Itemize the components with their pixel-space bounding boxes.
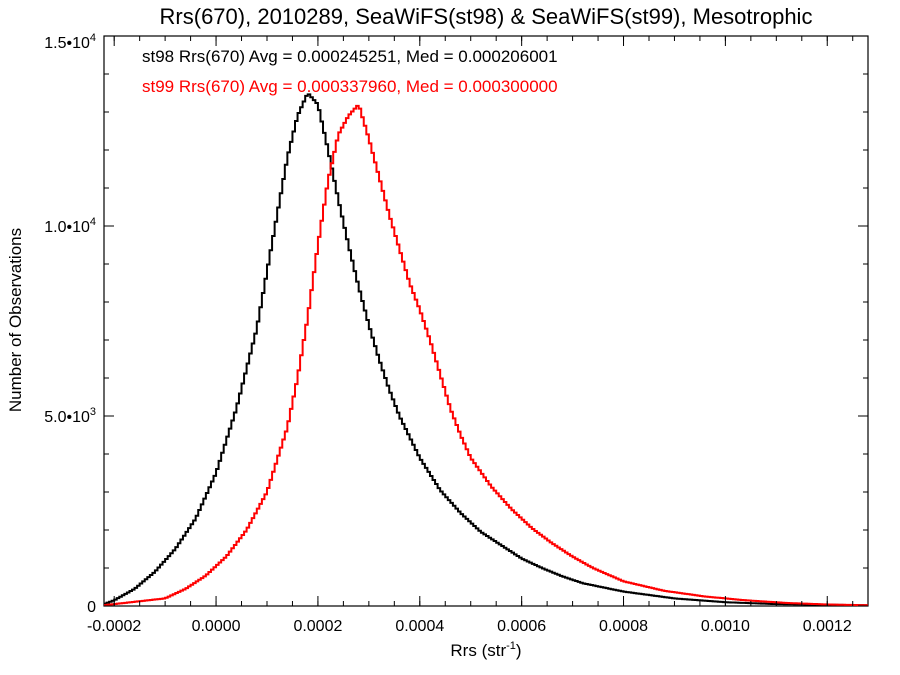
x-tick-label-7: 0.0012: [803, 618, 852, 635]
plot-frame: [103, 35, 869, 607]
y-tick-label-exponent-1: 3: [90, 406, 96, 418]
x-tick-label-4: 0.0006: [497, 618, 546, 635]
x-tick-label-2: 0.0002: [293, 618, 342, 635]
x-tick-label-5: 0.0008: [599, 618, 648, 635]
legend-entry-st99: st99 Rrs(670) Avg = 0.000337960, Med = 0…: [142, 77, 558, 96]
y-tick-label-3: 1.5•104: [44, 32, 96, 52]
x-tick-label-6: 0.0010: [701, 618, 750, 635]
y-tick-label-0: 0: [87, 599, 96, 616]
y-tick-label-2: 1.0•104: [44, 216, 96, 236]
series-layer: [104, 93, 868, 607]
x-tick-label-0: -0.0002: [87, 618, 141, 635]
y-tick-label-1: 5.0•103: [44, 406, 96, 426]
plot-area-border: [103, 35, 869, 607]
y-axis-label: Number of Observations: [6, 228, 25, 412]
y-tick-label-main-2: 1.0•10: [44, 219, 90, 236]
y-tick-label-main-1: 5.0•10: [44, 409, 90, 426]
y-tick-label-exponent-2: 4: [90, 216, 96, 228]
x-axis: -0.0002 0.0000 0.0002 0.0004 0.0006 0.0008 0.0…: [87, 36, 854, 635]
x-axis-label-main: Rrs (str: [450, 641, 506, 660]
series-line-st99: [104, 104, 868, 607]
chart-title: Rrs(670), 2010289, SeaWiFS(st98) & SeaWi…: [160, 4, 813, 29]
y-tick-label-main-3: 1.5•10: [44, 35, 90, 52]
y-tick-label-exponent-3: 4: [90, 32, 96, 44]
y-tick-label-main-0: 0: [87, 599, 96, 616]
x-axis-label-close: ): [516, 641, 522, 660]
series-line-st98: [104, 93, 868, 607]
x-tick-label-3: 0.0004: [395, 618, 444, 635]
legend-entry-st98: st98 Rrs(670) Avg = 0.000245251, Med = 0…: [142, 47, 558, 66]
x-axis-label: Rrs (str-1): [450, 640, 521, 660]
x-axis-label-superscript: -1: [506, 640, 516, 652]
x-tick-label-1: 0.0000: [192, 618, 241, 635]
